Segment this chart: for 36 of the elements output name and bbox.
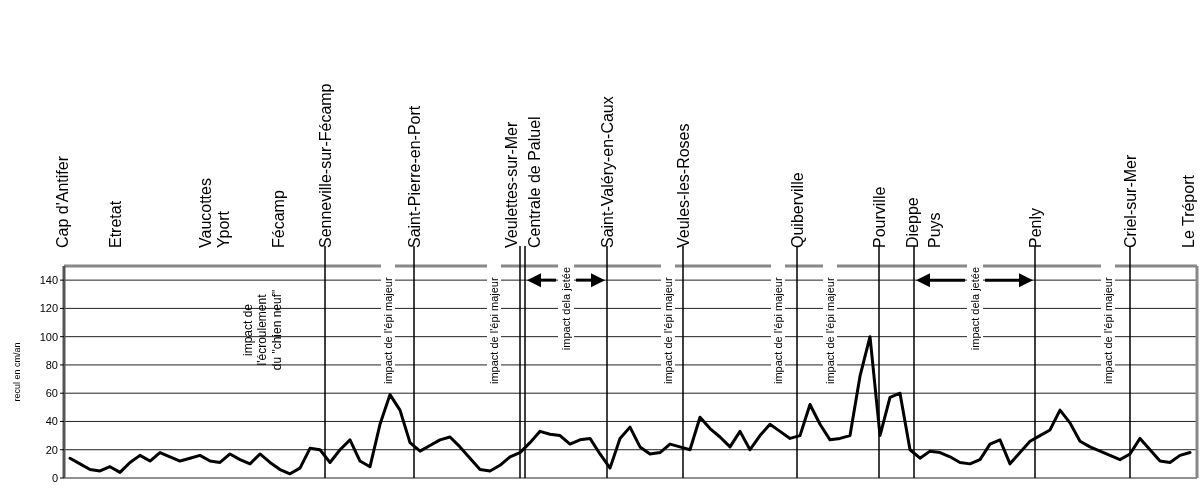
- text: Criel-sur-Mer: [1122, 154, 1139, 248]
- annotation: impact de l'épi majeur: [1102, 277, 1114, 384]
- text: Penly: [1027, 207, 1044, 248]
- y-tick-label: 20: [45, 443, 58, 456]
- y-tick-label: 100: [39, 330, 58, 343]
- text: Saint-Pierre-en-Port: [406, 105, 423, 248]
- annotation: impact de l'épi majeur: [772, 277, 784, 384]
- annotation: impact de l'épi majeur: [488, 277, 500, 384]
- text: Fécamp: [270, 190, 287, 248]
- text: Quiberville: [789, 172, 806, 248]
- text: Pourville: [871, 186, 888, 248]
- text: Vaucottes: [197, 178, 214, 248]
- annotation: impact de l'écroulement du "chien neuf": [240, 289, 284, 371]
- y-tick-label: 140: [39, 273, 58, 286]
- text: Veulettes-sur-Mer: [503, 121, 520, 248]
- text: Le Tréport: [1180, 174, 1197, 248]
- text: Etretat: [107, 200, 124, 248]
- text: Dieppe: [904, 197, 921, 248]
- text: Cap d'Antifer: [54, 155, 71, 248]
- annotation: impact de l'épi majeur: [662, 277, 674, 384]
- text: Puys: [926, 212, 943, 248]
- annotation: impact dela jetée: [969, 266, 981, 351]
- y-tick-label: 40: [45, 415, 58, 428]
- y-axis-title: recul en cm/an: [12, 342, 22, 402]
- annotation: impact de l'épi majeur: [382, 277, 394, 384]
- text: Senneville-sur-Fécamp: [317, 83, 334, 248]
- text: Saint-Valéry-en-Caux: [599, 96, 616, 248]
- text: Yport: [215, 210, 232, 248]
- y-tick-label: 0: [51, 471, 58, 484]
- y-tick-label: 60: [45, 387, 58, 400]
- text: Centrale de Paluel: [526, 116, 543, 248]
- text: Veules-les-Roses: [675, 123, 692, 248]
- y-tick-label: 80: [45, 358, 58, 371]
- y-tick-label: 120: [39, 302, 58, 315]
- annotation: impact dela jetée: [560, 266, 572, 351]
- annotation: impact de l'épi majeur: [824, 277, 836, 384]
